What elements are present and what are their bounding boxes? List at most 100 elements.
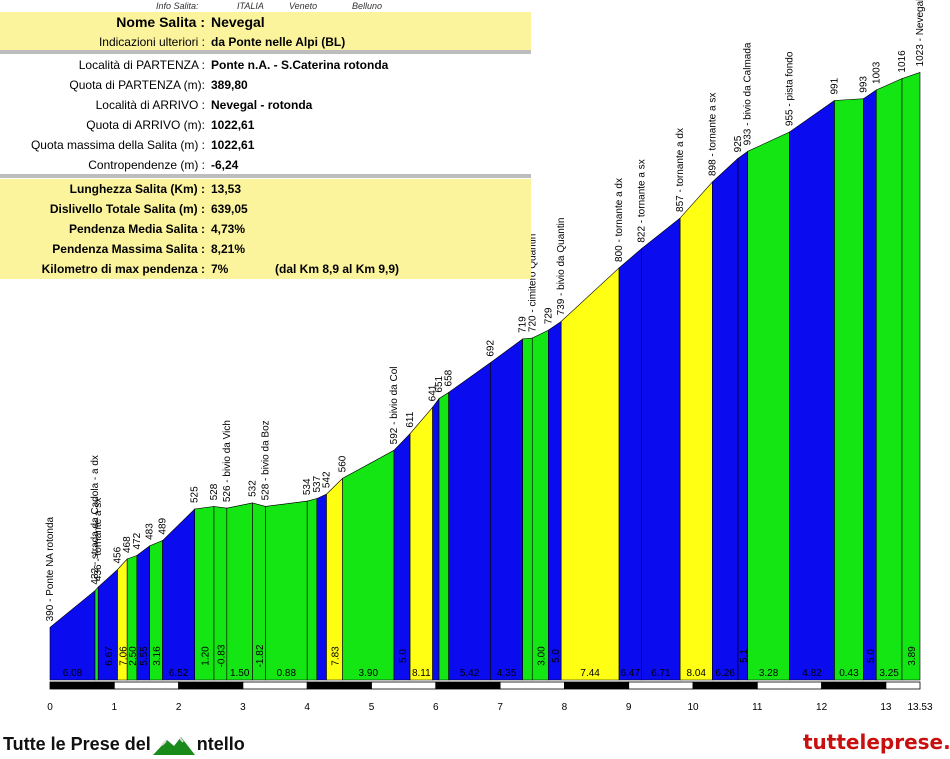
altitude-label: 1023 - Nevegal rotonda xyxy=(915,0,926,66)
info-header: Info Salita: ITALIA Veneto Belluno xyxy=(0,0,531,12)
row-end-altitude: Quota di ARRIVO (m): 1022,61 xyxy=(0,115,531,135)
length-label: Lunghezza Salita (Km) : xyxy=(69,182,205,196)
logo-text-b: ntello xyxy=(196,734,245,754)
altitude-label: 1003 xyxy=(871,61,882,84)
x-tick-label: 13 xyxy=(880,702,892,713)
altitude-label: 641 xyxy=(428,384,439,401)
row-length: Lunghezza Salita (Km) : 13,53 xyxy=(0,179,531,199)
profile-segment-33 xyxy=(789,99,835,681)
altitude-label: 534 xyxy=(302,478,313,495)
separator xyxy=(0,174,531,178)
profile-segment-1 xyxy=(94,586,99,681)
altitude-label: 991 xyxy=(829,77,840,94)
max-gradient-value: 8,21% xyxy=(211,242,246,256)
km-bar-segment xyxy=(371,681,437,690)
altitude-label: 472 xyxy=(132,532,143,549)
grade-label: 4.35 xyxy=(497,668,517,679)
elevation-gain-label: Dislivello Totale Salita (m) : xyxy=(49,202,205,216)
grade-label: 5.1 xyxy=(739,649,750,663)
start-altitude-label: Quota di PARTENZA (m): xyxy=(69,78,205,92)
profile-segment-27 xyxy=(618,248,642,681)
avg-gradient-label: Pendenza Media Salita : xyxy=(68,222,205,236)
row-start-location: Località di PARTENZA : Ponte n.A. - S.Ca… xyxy=(0,55,531,75)
grade-label: 5.0 xyxy=(551,649,562,663)
profile-segment-16 xyxy=(342,449,395,681)
profile-segment-20 xyxy=(438,391,449,681)
grade-label: 6.71 xyxy=(651,668,671,679)
profile-segment-26 xyxy=(560,267,620,681)
end-altitude-label: Quota di ARRIVO (m): xyxy=(86,118,205,132)
start-altitude-value: 389,80 xyxy=(211,78,248,92)
grade-label: 5.0 xyxy=(398,649,409,663)
x-tick-label: 8 xyxy=(562,702,568,713)
grade-label: 3.28 xyxy=(759,668,779,679)
x-tick-label: 11 xyxy=(752,702,763,713)
altitude-label: 720 - cimitero Quantin xyxy=(527,234,538,332)
altitude-label: 560 xyxy=(338,455,349,472)
altitude-label: 993 xyxy=(858,76,869,93)
x-tick-label: 13.53 xyxy=(907,702,932,713)
grade-label: 3.16 xyxy=(152,646,163,666)
altitude-label: 800 - tornante a dx xyxy=(614,178,625,262)
profile-segment-12 xyxy=(265,500,308,681)
separator xyxy=(0,50,531,54)
row-max-km: Kilometro di max pendenza : 7% (dal Km 8… xyxy=(0,259,531,279)
km-bar-segment xyxy=(821,681,887,690)
altitude-label: 955 - pista fondo xyxy=(784,51,795,126)
grade-labels: 6.08 6.67 7.062.50 5.55 3.16 6.52 1.20 -0.831.5… xyxy=(63,644,918,679)
row-max-altitude: Quota massima della Salita (m) : 1022,61 xyxy=(0,135,531,155)
row-elevation-gain: Dislivello Totale Salita (m) : 639,05 xyxy=(0,199,531,219)
row-start-altitude: Quota di PARTENZA (m): 389,80 xyxy=(0,75,531,95)
profile-segment-32 xyxy=(747,131,790,681)
altitude-label: 483 xyxy=(145,523,156,540)
max-km-value: 7% xyxy=(211,262,229,276)
profile-segment-24 xyxy=(531,329,549,681)
km-bar-segment xyxy=(49,681,115,690)
grade-label: 7.06 xyxy=(118,646,129,666)
x-tick-label: 7 xyxy=(497,702,503,713)
altitude-label: 898 - tornante a sx xyxy=(707,93,718,176)
altitude-label: 719 xyxy=(518,316,529,333)
logo-text-a: Tutte le Prese del xyxy=(3,734,151,754)
km-bar-segment xyxy=(692,681,758,690)
grade-label: 8.11 xyxy=(412,668,431,679)
altitude-label: 526 - bivio da Vich xyxy=(222,420,233,502)
grade-label: 5.55 xyxy=(139,646,150,666)
altitude-label: 528 xyxy=(209,483,220,500)
profile-segment-35 xyxy=(863,89,877,681)
row-indications: Indicazioni ulteriori : da Ponte nelle A… xyxy=(0,32,531,52)
grade-label: 0.88 xyxy=(277,668,297,679)
x-axis-tick-labels: 0 1 2 3 4 5 6 7 8 9 10 11 12 13 13.53 xyxy=(47,702,933,713)
end-location-label: Località di ARRIVO : xyxy=(95,98,205,112)
profile-segments xyxy=(49,72,921,681)
altitude-label: 1016 xyxy=(897,50,908,73)
altitude-label: 432 - strada da Cadola - a dx xyxy=(90,455,101,585)
grade-label: 7.44 xyxy=(580,668,600,679)
avg-gradient-value: 4,73% xyxy=(211,222,246,236)
info-label: Info Salita: xyxy=(156,1,199,11)
altitude-label: 611 xyxy=(405,411,416,427)
climb-name-value: Nevegal xyxy=(211,14,265,30)
end-altitude-value: 1022,61 xyxy=(211,118,255,132)
max-altitude-value: 1022,61 xyxy=(211,138,255,152)
altitude-label: 436 - tornante a sx xyxy=(93,498,104,581)
grade-label: 1.20 xyxy=(200,646,211,666)
max-km-range: (dal Km 8,9 al Km 9,9) xyxy=(275,262,400,276)
grade-label: 6.26 xyxy=(715,668,735,679)
altitude-label: 692 xyxy=(485,340,496,357)
altitude-label: 857 - tornante a dx xyxy=(675,128,686,212)
site-url[interactable]: tutteleprese.it xyxy=(803,730,950,754)
profile-segment-0 xyxy=(49,589,96,681)
altitude-label: 489 xyxy=(158,517,169,534)
grade-label: 4.82 xyxy=(802,668,822,679)
climb-name-label: Nome Salita : xyxy=(116,14,205,30)
profile-segment-18 xyxy=(409,406,433,681)
profile-segment-13 xyxy=(306,498,318,681)
x-tick-label: 3 xyxy=(240,702,246,713)
profile-segment-28 xyxy=(641,217,681,681)
info-province: Belluno xyxy=(352,1,383,11)
counter-slopes-value: -6,24 xyxy=(211,158,239,172)
x-tick-label: 12 xyxy=(816,702,828,713)
x-tick-label: 4 xyxy=(304,702,310,713)
profile-segment-14 xyxy=(316,493,327,681)
